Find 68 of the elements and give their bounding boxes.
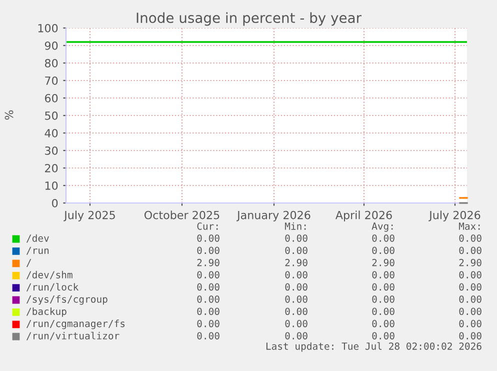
text: 0.00: [197, 283, 220, 291]
legend-label: /run/cgmanager/fs: [26, 320, 125, 330]
y-tick-label: 0: [52, 198, 58, 208]
x-tick-label: January 2026: [236, 210, 310, 222]
legend-label: /: [26, 259, 32, 268]
y-tick-label: 40: [44, 128, 58, 138]
text: 0.00: [459, 308, 482, 316]
text: 0.00: [372, 271, 394, 278]
text: 0.00: [459, 332, 482, 340]
y-tick-label: 10: [45, 181, 58, 190]
legend-label: /dev: [26, 234, 49, 243]
text: 0.00: [372, 308, 394, 316]
text: 0.00: [372, 332, 394, 340]
chart-title: Inode usage in percent - by year: [136, 12, 362, 26]
text: 0.00: [372, 234, 394, 242]
text: 0.00: [285, 234, 308, 242]
text: 0.00: [197, 234, 220, 242]
legend-label: /run: [26, 246, 49, 255]
legend-label: /run/virtualizor: [26, 332, 120, 340]
text: 0.00: [197, 332, 220, 340]
text: 2.90: [372, 258, 394, 266]
y-axis-title: %: [4, 110, 14, 120]
text: Max:: [458, 222, 480, 230]
text: 0.00: [197, 295, 220, 303]
y-tick-label: 100: [38, 24, 58, 32]
text: 0.00: [285, 271, 308, 278]
x-tick-label: July 2026: [428, 210, 480, 222]
legend-label: /run/lock: [26, 283, 79, 292]
text: 0.00: [197, 271, 220, 278]
text: 0.00: [285, 246, 308, 254]
y-tick-label: 60: [45, 94, 58, 102]
text: 0.00: [372, 283, 394, 291]
y-tick-label: 80: [44, 58, 58, 68]
legend-label: /dev/shm: [26, 270, 72, 280]
text: 2.90: [197, 258, 220, 266]
text: Last update: Tue Jul 28 02:00:02 2026: [266, 342, 482, 352]
text: 0.00: [372, 295, 394, 303]
text: 0.00: [459, 320, 482, 328]
text: 0.00: [459, 271, 482, 278]
text: 2.90: [459, 258, 482, 266]
text: 0.00: [459, 283, 482, 291]
text: 0.00: [285, 320, 308, 328]
text: 0.00: [197, 320, 220, 328]
text: Min:: [284, 222, 306, 230]
text: 0.00: [285, 295, 308, 303]
text: 0.00: [285, 283, 308, 291]
text: 0.00: [459, 295, 482, 303]
x-tick-label: October 2025: [144, 210, 220, 220]
text: 0.00: [372, 320, 394, 328]
text: 0.00: [197, 308, 220, 316]
y-tick-label: 30: [45, 146, 58, 155]
text: Cur:: [197, 222, 218, 230]
y-tick-label: 90: [44, 41, 58, 50]
text: 0.00: [285, 332, 308, 340]
text: 0.00: [197, 246, 220, 254]
text: 0.00: [372, 246, 394, 254]
legend-label: /backup: [26, 308, 66, 317]
text: 0.00: [285, 308, 308, 316]
text: 2.90: [285, 258, 308, 266]
text: Avg:: [372, 222, 393, 232]
y-tick-label: 50: [45, 111, 58, 120]
legend-label: /sys/fs/cgroup: [26, 295, 108, 305]
text: 0.00: [459, 246, 482, 254]
y-tick-label: 20: [45, 164, 58, 172]
y-tick-label: 70: [45, 76, 58, 85]
x-tick-label: April 2026: [335, 210, 392, 222]
x-tick-label: July 2025: [64, 210, 115, 222]
text: 0.00: [459, 234, 482, 242]
